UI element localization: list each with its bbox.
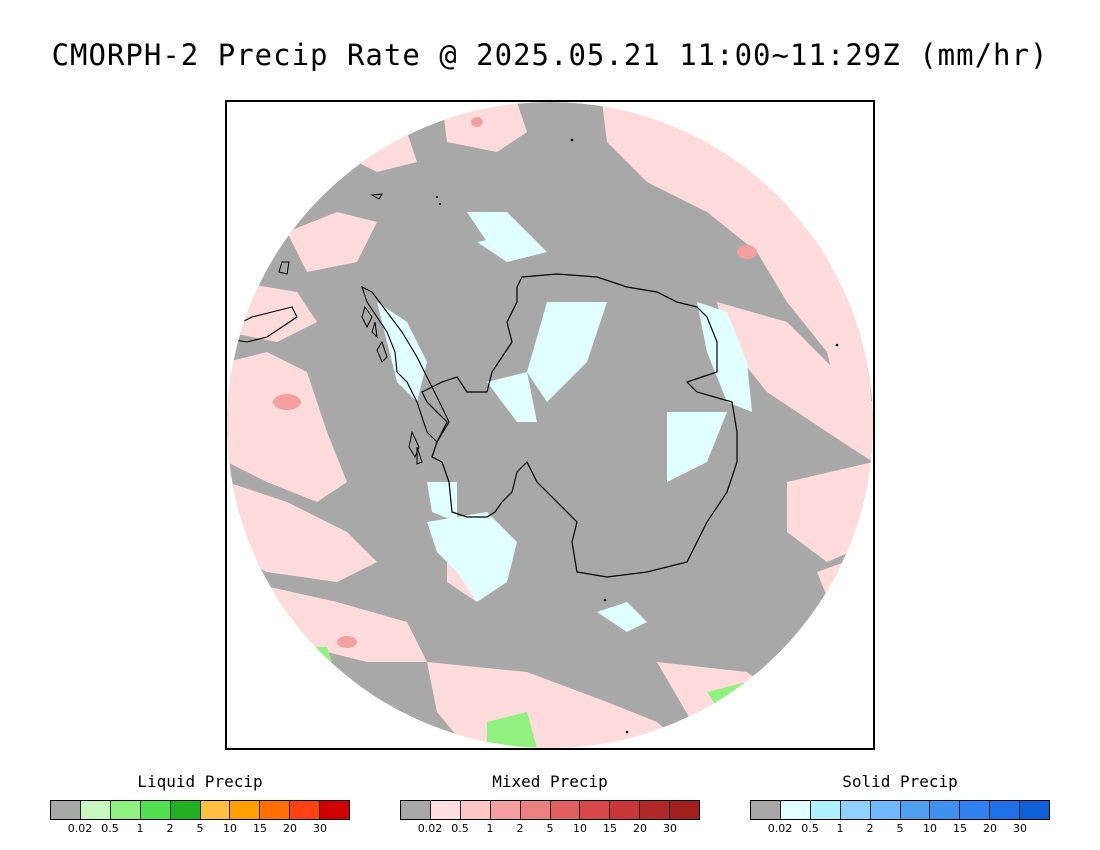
legend-swatch (1020, 801, 1050, 819)
map-title: CMORPH-2 Precip Rate @ 2025.05.21 11:00~… (51, 38, 1049, 72)
legend-swatch (520, 801, 551, 819)
legend-tick-labels: 0.02 0.5 1 2 5 10 15 20 30 (400, 822, 700, 836)
legend-swatch (780, 801, 811, 819)
legend-title: Mixed Precip (492, 772, 608, 791)
legend-swatch (670, 801, 700, 819)
legend-color-bar (750, 800, 1050, 820)
legend-swatch (580, 801, 611, 819)
legend-mixed: Mixed Precip 0.02 0.5 1 2 5 10 15 20 30 (400, 772, 700, 836)
legend-swatch (960, 801, 991, 819)
legend-tick-label: 15 (953, 822, 967, 835)
legend-swatch (430, 801, 461, 819)
legend-swatch (751, 801, 781, 819)
legend-tick-labels: 0.02 0.5 1 2 5 10 15 20 30 (750, 822, 1050, 836)
south-america-tip (231, 306, 298, 343)
solid-precip-areas (377, 212, 752, 632)
precip-background (227, 102, 873, 748)
legend-swatch (170, 801, 201, 819)
legend-tick-label: 0.5 (101, 822, 119, 835)
legend-tick-label: 5 (546, 822, 554, 835)
legend-swatch (550, 801, 581, 819)
legend-tick-label: 15 (253, 822, 267, 835)
legend-swatch (290, 801, 321, 819)
legend-tick-label: 2 (516, 822, 524, 835)
legend-tick-label: 2 (866, 822, 874, 835)
legend-tick-label: 30 (1013, 822, 1027, 835)
antarctic-peninsula (361, 285, 450, 443)
legend-swatch (51, 801, 81, 819)
legend-tick-label: 0.02 (767, 822, 793, 835)
legend-swatch (260, 801, 291, 819)
legend-tick-label: 15 (603, 822, 617, 835)
legend-tick-labels: 0.02 0.5 1 2 5 10 15 20 30 (50, 822, 350, 836)
legend-swatch (810, 801, 841, 819)
legend-swatch (401, 801, 431, 819)
legend-liquid: Liquid Precip 0.02 0.5 1 2 5 10 15 20 30 (50, 772, 350, 836)
south-georgia (370, 193, 383, 200)
legend-tick-label: 1 (136, 822, 144, 835)
legend-tick-label: 5 (896, 822, 904, 835)
legend-tick-label: 20 (983, 822, 997, 835)
legend-color-bar (400, 800, 700, 820)
legend-tick-label: 0.5 (801, 822, 819, 835)
antarctica-coastline (421, 273, 738, 578)
legend-tick-label: 10 (223, 822, 237, 835)
legend-swatch (640, 801, 671, 819)
legend-tick-label: 20 (283, 822, 297, 835)
legend-tick-label: 30 (313, 822, 327, 835)
tierra-del-fuego (278, 261, 290, 275)
legend-swatch (870, 801, 901, 819)
legend-tick-label: 1 (836, 822, 844, 835)
legend-tick-label: 20 (633, 822, 647, 835)
precip-map (225, 100, 875, 750)
precip-map-svg (227, 102, 873, 748)
legend-swatch (230, 801, 261, 819)
legend-swatch (80, 801, 111, 819)
legend-tick-label: 30 (663, 822, 677, 835)
legend-swatch (460, 801, 491, 819)
legend-swatch (900, 801, 931, 819)
mixed-precip-moderate (273, 117, 757, 648)
legend-tick-label: 10 (573, 822, 587, 835)
legend-tick-label: 5 (196, 822, 204, 835)
legend-swatch (490, 801, 521, 819)
legend-swatch (990, 801, 1021, 819)
legend-tick-label: 0.5 (451, 822, 469, 835)
legend-tick-label: 10 (923, 822, 937, 835)
legend-tick-label: 1 (486, 822, 494, 835)
legend-swatch (930, 801, 961, 819)
legend-swatch (200, 801, 231, 819)
legend-swatch (320, 801, 350, 819)
legend-swatch (610, 801, 641, 819)
legend-tick-label: 2 (166, 822, 174, 835)
legend-color-bar (50, 800, 350, 820)
legend-swatch (840, 801, 871, 819)
legend-title: Liquid Precip (137, 772, 263, 791)
legend-solid: Solid Precip 0.02 0.5 1 2 5 10 15 20 30 (750, 772, 1050, 836)
legend-tick-label: 0.02 (67, 822, 93, 835)
legend-swatch (110, 801, 141, 819)
peninsula-islands (361, 305, 423, 465)
legend-title: Solid Precip (842, 772, 958, 791)
legend-tick-label: 0.02 (417, 822, 443, 835)
legend-swatch (140, 801, 171, 819)
